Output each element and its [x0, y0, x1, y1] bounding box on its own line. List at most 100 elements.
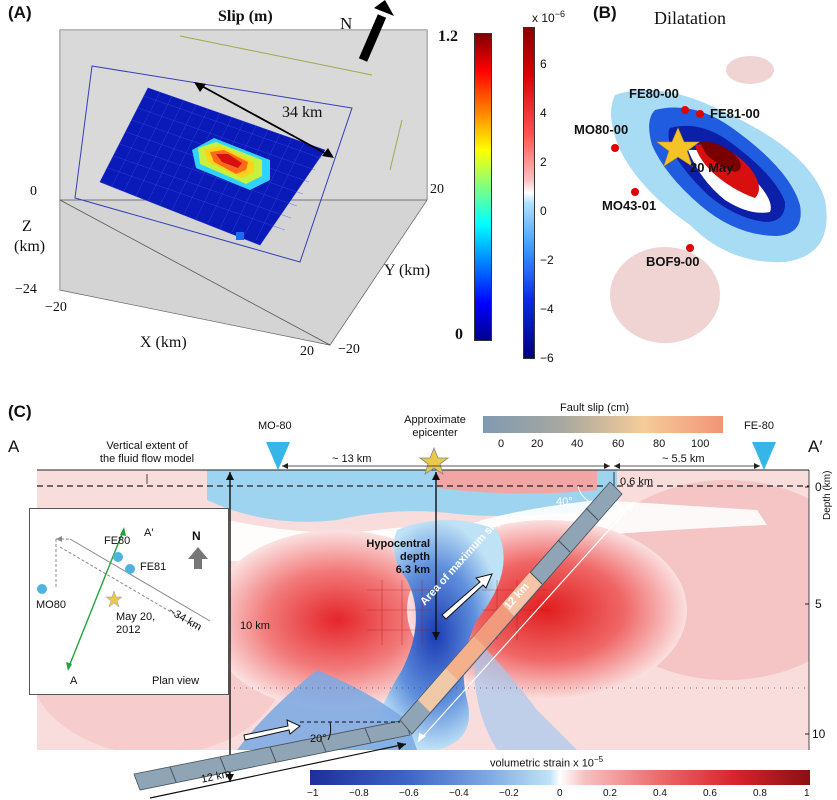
- strain-tick: 6: [540, 57, 547, 71]
- z-axis-unit: (km): [14, 238, 46, 255]
- strain-tick: −1: [307, 788, 319, 799]
- slip-title: Slip (m): [218, 8, 273, 25]
- y-tick-max: 20: [430, 182, 444, 197]
- north-label: N: [340, 14, 353, 33]
- strain-tick: −0.4: [449, 788, 469, 799]
- strain-tick: 0: [540, 204, 547, 218]
- depth-tick-0: 0: [815, 480, 822, 494]
- strain-section-colorbar: [310, 770, 810, 785]
- fault-slip-tick: 0: [498, 438, 505, 450]
- station-bof9-00: BOF9-00: [646, 254, 700, 269]
- panel-b-label: (B): [593, 3, 617, 22]
- north-arrow-icon: [358, 0, 394, 62]
- inset-fe81-label: FE81: [140, 561, 167, 573]
- fault-slip-colorbar: [483, 416, 723, 433]
- hypocentral-depth-label: Hypocentral depth 6.3 km: [354, 538, 430, 577]
- inset-date-line1: May 20,: [116, 611, 156, 623]
- station-mo80-00: MO80-00: [574, 122, 629, 137]
- hypocentral-line1: Hypocentral: [366, 538, 430, 550]
- hypocentral-line2: depth: [400, 551, 430, 563]
- fault-length-arrow: [197, 83, 331, 157]
- fe80-station-icon: [113, 552, 123, 562]
- north-arrow-icon: [188, 547, 208, 569]
- vertical-extent-line2: the fluid flow model: [99, 453, 195, 465]
- depth-tick-10: 10: [812, 727, 826, 741]
- fe81-station-icon: [125, 564, 135, 574]
- epicenter-label-line1: Approximate: [404, 414, 466, 426]
- strain-tick: −0.6: [399, 788, 419, 799]
- plan-view-map: [37, 527, 211, 671]
- fault-slip-tick: 80: [653, 438, 666, 450]
- x-axis-label: X (km): [140, 334, 187, 351]
- z-tick-0: 0: [30, 184, 37, 199]
- epicenter-label: Approximate epicenter: [398, 414, 472, 440]
- y-tick-min: −20: [338, 342, 360, 357]
- distance-5-5km: ~ 5.5 km: [662, 453, 705, 465]
- strain-colorbar: [523, 27, 535, 359]
- fault-lower-segments: [133, 719, 411, 791]
- x-tick-min: −20: [45, 300, 67, 315]
- inset-a-prime-label: A′: [144, 527, 154, 539]
- station-fe80-label: FE-80: [744, 420, 774, 432]
- strain-tick: 0.2: [603, 788, 617, 799]
- strain-colorbar-title: volumetric strain x 10−5: [490, 755, 603, 770]
- panel-a-label: (A): [8, 3, 32, 22]
- distance-0-6km: 0.6 km: [620, 476, 654, 488]
- epicenter-star-icon: [656, 127, 700, 167]
- panel-c-label: (C): [8, 402, 32, 421]
- section-annotations: [37, 442, 810, 799]
- distance-13km: ~ 13 km: [332, 453, 372, 465]
- inset-date-label: May 20, 2012: [116, 611, 155, 637]
- z-tick-min: −24: [15, 282, 37, 297]
- epicenter-label-line2: epicenter: [412, 427, 458, 439]
- slip-patch: [192, 138, 270, 240]
- depth-axis-label: Depth (km): [822, 470, 833, 520]
- slip-3d-plot: [59, 0, 428, 346]
- fault-length-label: 34 km: [282, 104, 323, 121]
- epicenter-star-icon: [418, 446, 450, 475]
- strain-tick: 4: [540, 106, 547, 120]
- angle-20: 20°: [310, 733, 327, 745]
- strain-tick: 0.4: [653, 788, 667, 799]
- vertical-extent-line1: Vertical extent of: [106, 440, 188, 452]
- inset-mo80-label: MO80: [36, 599, 66, 611]
- strain-colorbar-title-power: −5: [593, 755, 604, 764]
- event-label: 20 May: [690, 160, 734, 175]
- mo80-station-icon: [37, 584, 47, 594]
- vertical-extent-label: Vertical extent of the fluid flow model: [88, 440, 206, 466]
- strain-tick: 0.6: [703, 788, 717, 799]
- slip-colorbar-min: 0: [455, 326, 463, 343]
- slip-colorbar: [474, 33, 492, 341]
- station-mo43-01: MO43-01: [602, 198, 657, 213]
- strain-colorbar-exponent: x 10: [532, 11, 555, 25]
- inset-date-line2: 2012: [116, 624, 141, 636]
- strain-tick: −6: [540, 351, 554, 365]
- strain-tick: −2: [540, 253, 554, 267]
- section-a-prime-label: A′: [808, 437, 823, 456]
- fault-slip-tick: 20: [531, 438, 544, 450]
- strain-colorbar-title-text: volumetric strain x 10: [490, 757, 594, 770]
- strain-tick: −0.2: [499, 788, 519, 799]
- epicenter-star-icon: [105, 590, 123, 608]
- strain-tick: 0.8: [753, 788, 767, 799]
- strain-colorbar-power: −6: [554, 9, 565, 19]
- station-fe81-00: FE81-00: [710, 106, 760, 121]
- strain-tick: −4: [540, 302, 554, 316]
- station-fe80-00: FE80-00: [629, 86, 679, 101]
- slip-arrow-icon: [243, 573, 493, 741]
- x-tick-max: 20: [300, 344, 314, 359]
- angle-40: 40°: [556, 496, 573, 508]
- fault-slip-tick: 60: [612, 438, 625, 450]
- fault-slip-tick: 40: [571, 438, 584, 450]
- z-axis-label: Z: [22, 218, 32, 235]
- fault-slip-tick: 100: [691, 438, 710, 450]
- hypocentral-line3: 6.3 km: [395, 564, 430, 576]
- dilatation-title: Dilatation: [654, 8, 726, 28]
- strain-tick: 0: [557, 788, 563, 799]
- strain-tick: 1: [804, 788, 810, 799]
- station-mo80-triangle-icon: [266, 442, 290, 470]
- inset-fe80-label: FE80: [104, 535, 131, 547]
- section-a-label: A: [8, 437, 20, 456]
- station-markers: [611, 106, 704, 252]
- fault-upper-segments: [399, 481, 623, 735]
